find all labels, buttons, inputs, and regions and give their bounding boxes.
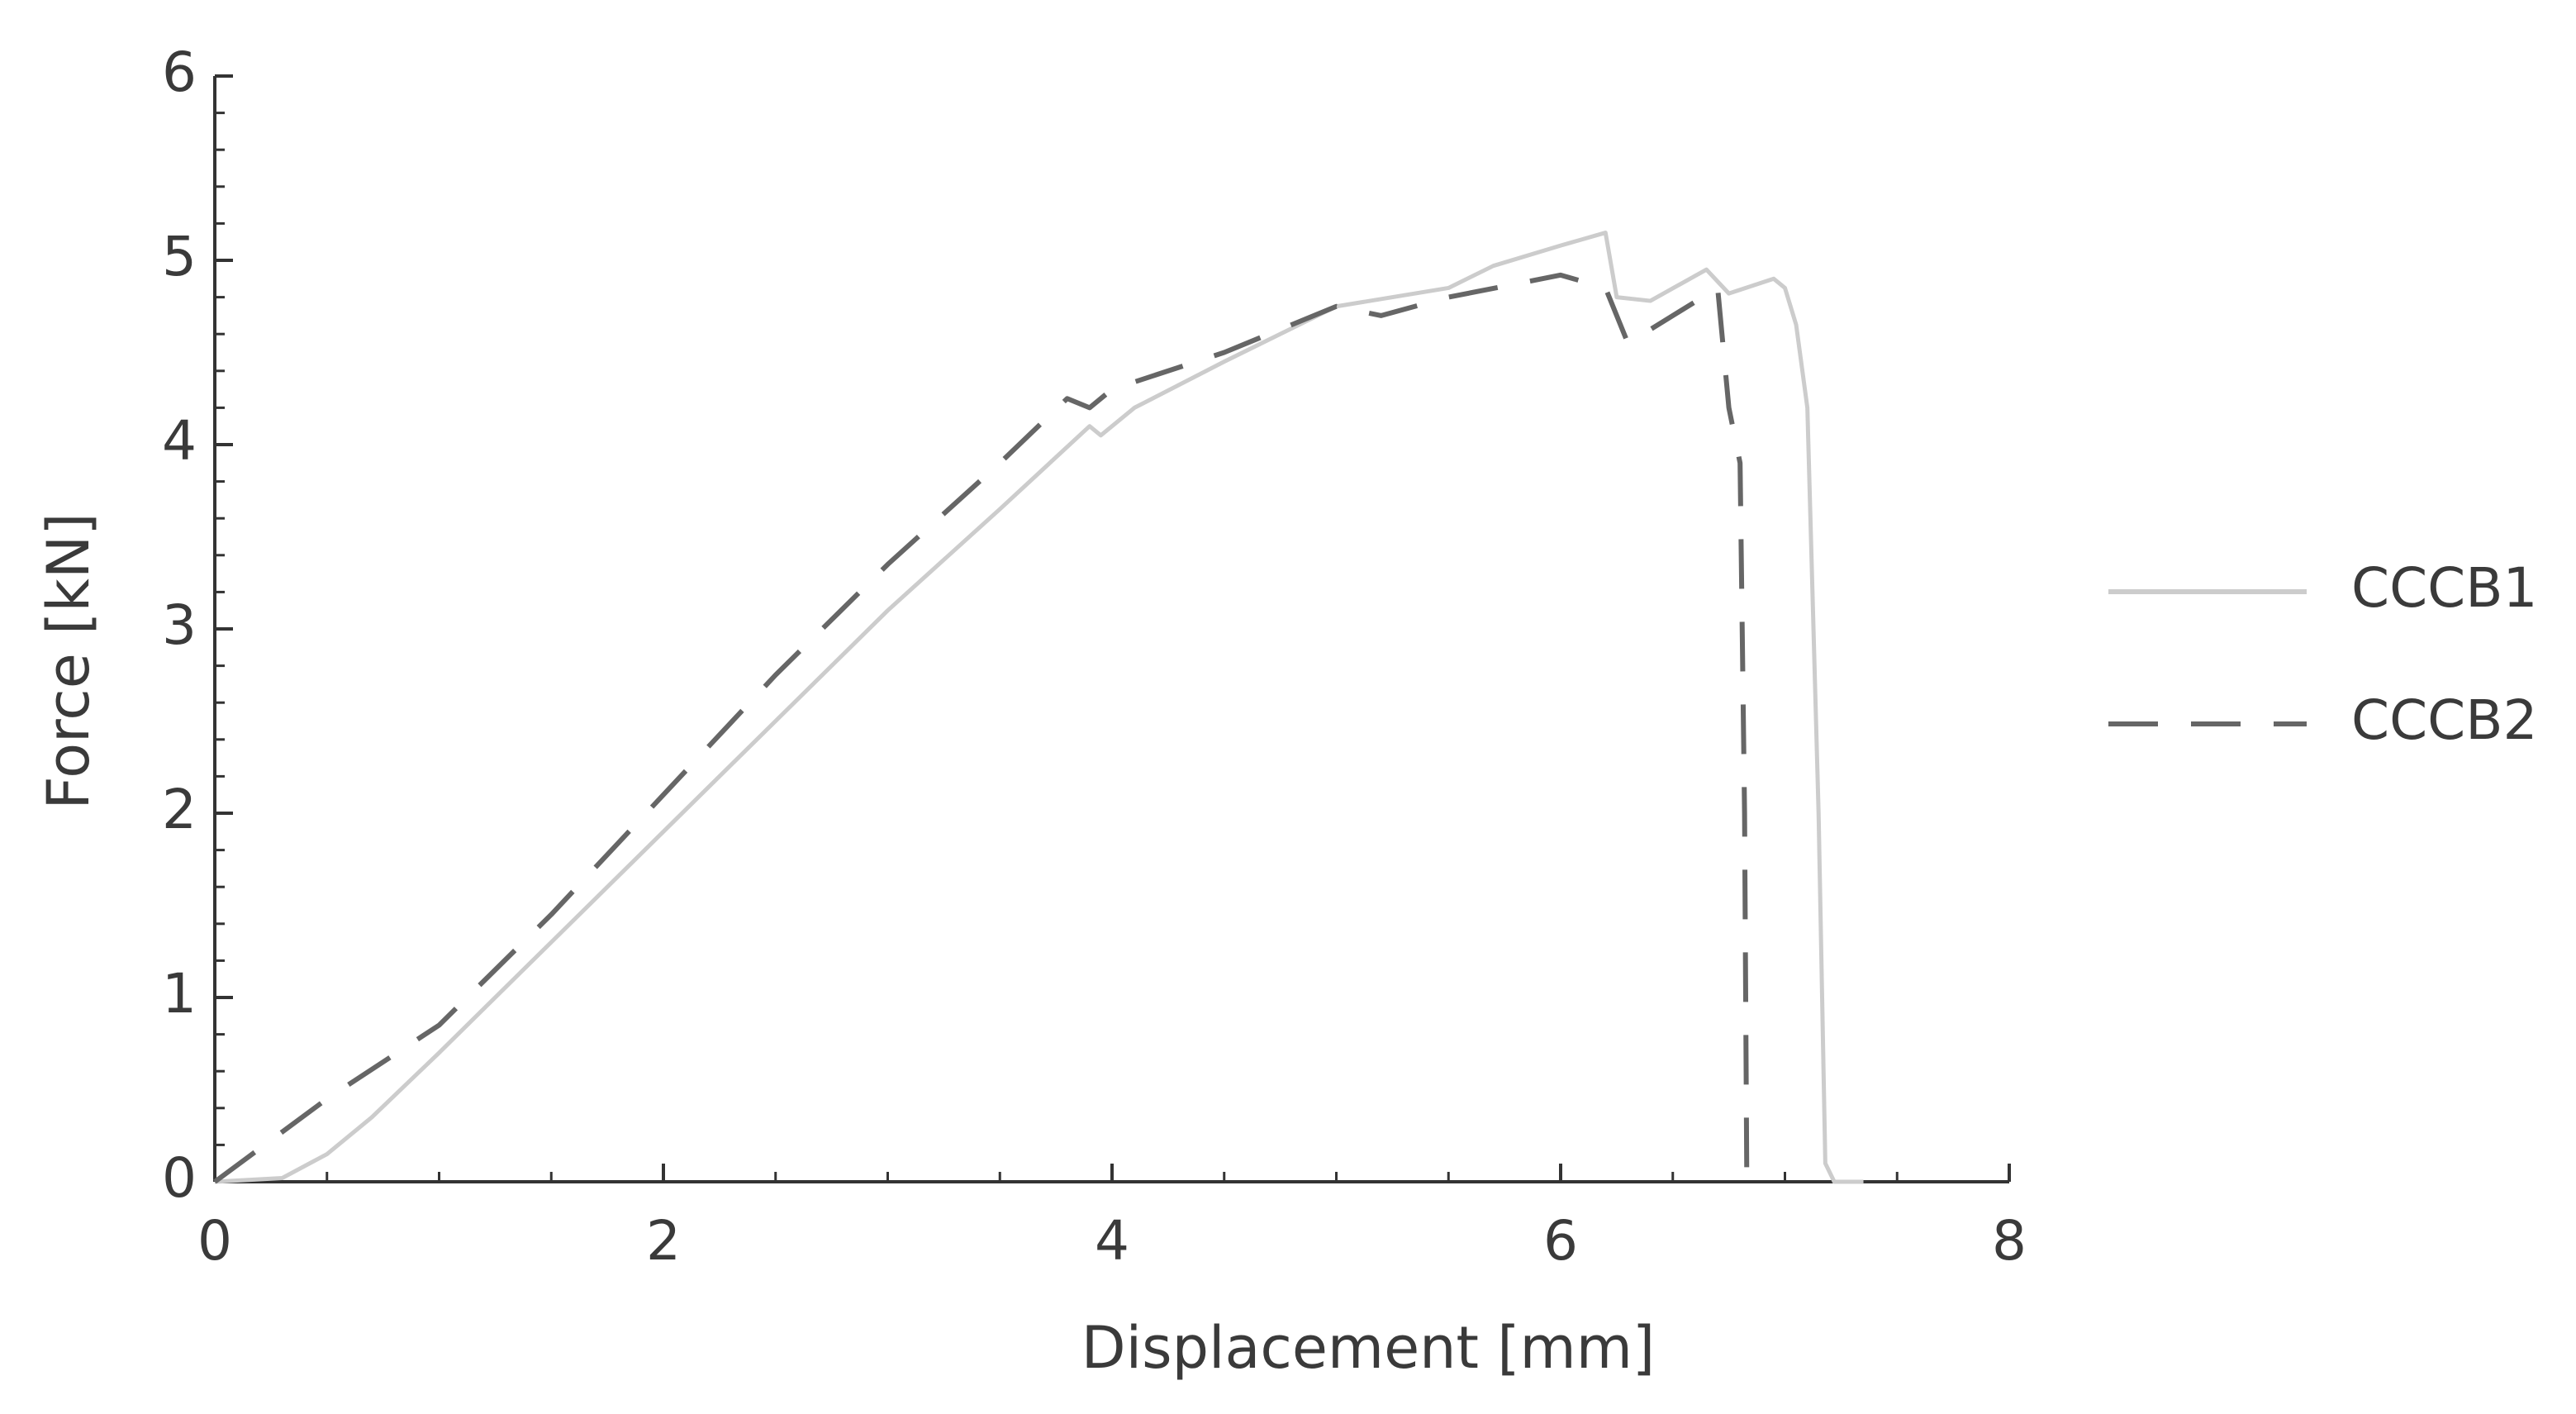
y-tick-label: 5 — [162, 225, 197, 288]
y-tick-label: 6 — [162, 40, 197, 104]
data-line — [213, 272, 1750, 1184]
x-tick-label: 8 — [1992, 1209, 2027, 1273]
y-tick-label: 3 — [162, 593, 197, 657]
y-tick-label: 2 — [162, 778, 197, 841]
x-tick-label: 6 — [1543, 1209, 1578, 1273]
legend-label: CCCB1 — [2351, 556, 2538, 620]
y-axis-label: Force [kN] — [35, 512, 102, 809]
x-tick-label: 0 — [197, 1209, 232, 1273]
x-axis-label: Displacement [mm] — [1081, 1314, 1655, 1382]
y-tick-label: 1 — [162, 962, 197, 1026]
legend-label: CCCB2 — [2351, 688, 2538, 752]
data-line — [214, 231, 1864, 1184]
y-tick-label: 0 — [162, 1146, 197, 1210]
x-tick-label: 2 — [646, 1209, 681, 1273]
x-tick-label: 4 — [1095, 1209, 1129, 1273]
y-tick-label: 4 — [162, 409, 197, 473]
